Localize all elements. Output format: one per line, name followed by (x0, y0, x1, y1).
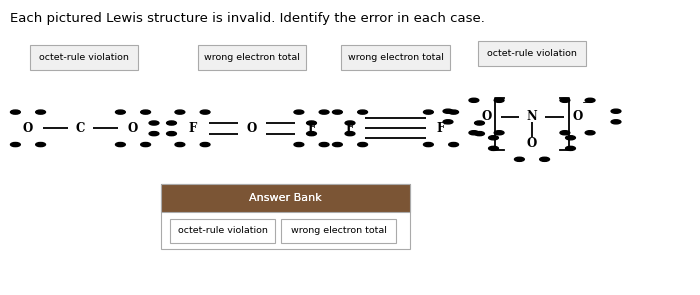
Text: F: F (188, 122, 197, 135)
Text: F: F (307, 122, 316, 135)
Circle shape (494, 98, 504, 102)
FancyBboxPatch shape (170, 219, 275, 242)
Circle shape (200, 142, 210, 147)
Text: O: O (527, 137, 537, 150)
Circle shape (319, 110, 329, 114)
FancyBboxPatch shape (477, 41, 587, 66)
Circle shape (294, 110, 304, 114)
Circle shape (149, 121, 159, 125)
Text: octet-rule violation: octet-rule violation (487, 49, 577, 58)
Circle shape (332, 142, 342, 147)
Circle shape (475, 121, 484, 125)
Text: Answer Bank: Answer Bank (249, 194, 321, 203)
Circle shape (36, 110, 46, 114)
Text: O: O (482, 110, 491, 123)
Text: wrong electron total: wrong electron total (204, 53, 300, 62)
Text: wrong electron total: wrong electron total (348, 53, 443, 62)
FancyBboxPatch shape (161, 184, 410, 212)
Circle shape (540, 157, 550, 161)
Circle shape (345, 121, 355, 125)
Circle shape (307, 132, 316, 136)
Circle shape (200, 110, 210, 114)
Text: wrong electron total: wrong electron total (290, 226, 386, 235)
Circle shape (149, 132, 159, 136)
Circle shape (566, 136, 575, 140)
Circle shape (358, 110, 368, 114)
Circle shape (469, 131, 479, 135)
Circle shape (36, 142, 46, 147)
Circle shape (175, 142, 185, 147)
Circle shape (514, 157, 524, 161)
FancyBboxPatch shape (161, 184, 410, 212)
Text: Each pictured Lewis structure is invalid. Identify the error in each case.: Each pictured Lewis structure is invalid… (10, 12, 485, 25)
Circle shape (424, 142, 433, 147)
Text: F: F (346, 122, 354, 135)
Circle shape (443, 120, 453, 124)
FancyBboxPatch shape (197, 45, 307, 70)
Text: Answer Bank: Answer Bank (249, 194, 321, 203)
Circle shape (494, 131, 504, 135)
Circle shape (560, 131, 570, 135)
Circle shape (611, 120, 621, 124)
Circle shape (294, 142, 304, 147)
Text: −: − (581, 98, 591, 108)
Circle shape (332, 110, 342, 114)
Circle shape (469, 98, 479, 102)
Text: O: O (23, 122, 33, 135)
Circle shape (307, 121, 316, 125)
Circle shape (319, 142, 329, 147)
Text: octet-rule violation: octet-rule violation (178, 226, 267, 235)
Circle shape (345, 132, 355, 136)
Circle shape (449, 110, 458, 114)
Circle shape (141, 142, 150, 147)
Circle shape (443, 109, 453, 113)
Circle shape (358, 142, 368, 147)
FancyBboxPatch shape (341, 45, 449, 70)
Circle shape (489, 136, 498, 140)
FancyBboxPatch shape (281, 219, 396, 242)
Text: O: O (573, 110, 582, 123)
Text: F: F (437, 122, 445, 135)
Circle shape (175, 110, 185, 114)
Circle shape (449, 142, 458, 147)
Circle shape (611, 109, 621, 113)
Circle shape (10, 142, 20, 147)
Circle shape (585, 98, 595, 102)
FancyBboxPatch shape (161, 184, 410, 249)
Circle shape (167, 132, 176, 136)
Circle shape (566, 146, 575, 150)
Circle shape (167, 121, 176, 125)
Text: octet-rule violation: octet-rule violation (39, 53, 129, 62)
Circle shape (475, 132, 484, 136)
Text: O: O (128, 122, 138, 135)
Text: O: O (247, 122, 257, 135)
FancyBboxPatch shape (30, 45, 139, 70)
Text: C: C (76, 122, 85, 135)
Circle shape (585, 131, 595, 135)
Circle shape (116, 142, 125, 147)
Circle shape (424, 110, 433, 114)
Circle shape (560, 98, 570, 102)
Circle shape (141, 110, 150, 114)
Circle shape (10, 110, 20, 114)
Circle shape (116, 110, 125, 114)
Circle shape (489, 146, 498, 150)
Text: N: N (526, 110, 538, 123)
